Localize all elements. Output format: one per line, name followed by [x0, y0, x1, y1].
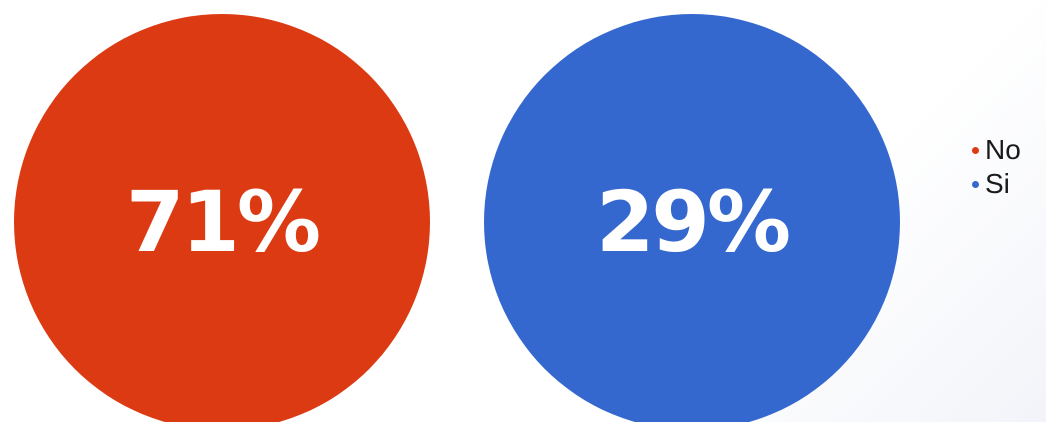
legend-label-si: Si [985, 168, 1010, 199]
slice-si [484, 14, 900, 422]
legend-label-no: No [985, 134, 1021, 165]
data-label-no: 71% [126, 173, 319, 271]
legend-item-si: Si [972, 167, 1021, 201]
data-label-si: 29% [596, 173, 789, 271]
legend-marker-no [972, 146, 979, 154]
legend-item-no: No [972, 133, 1021, 167]
legend-marker-si [972, 180, 979, 188]
legend: No Si [972, 133, 1021, 201]
slice-no [14, 14, 430, 422]
